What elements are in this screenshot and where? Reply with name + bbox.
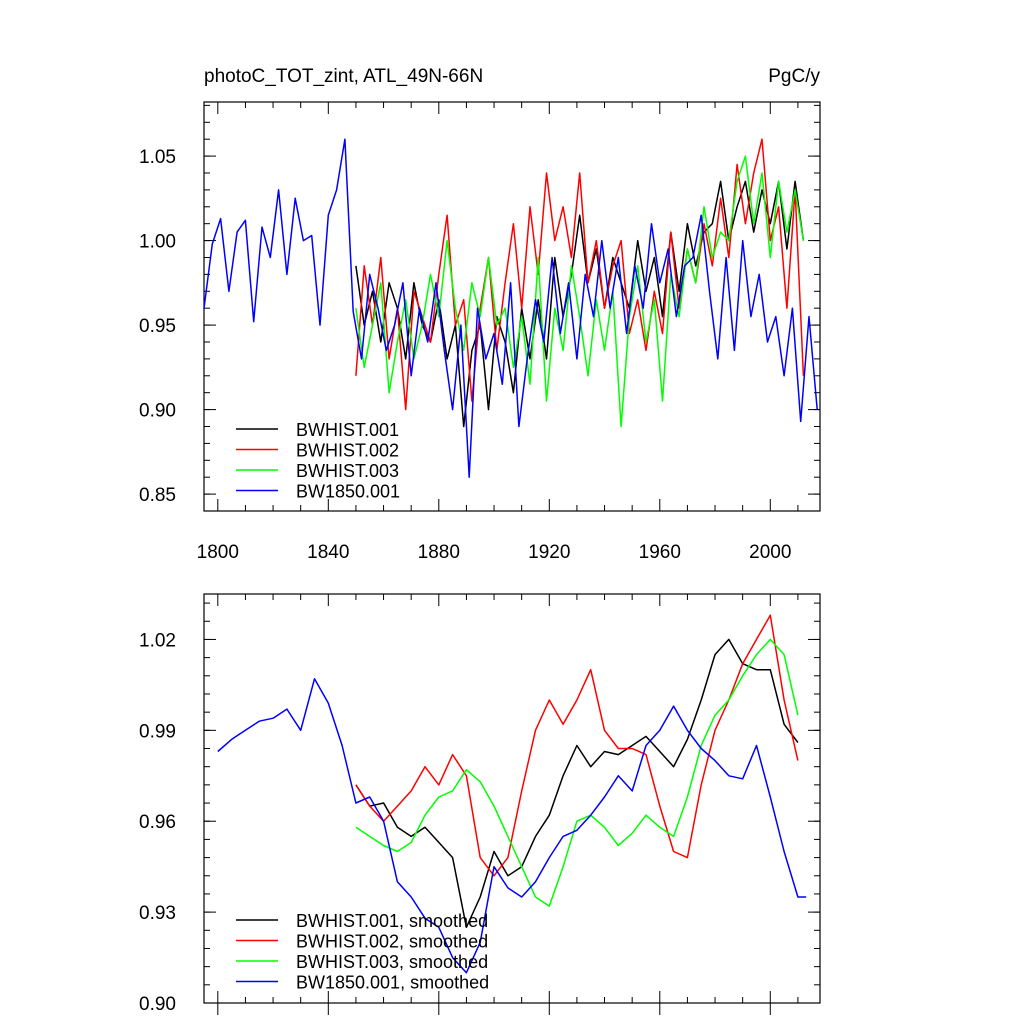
series-line-bwhist-002-smoothed	[355, 614, 799, 877]
y-tick-label: 0.90	[139, 401, 176, 422]
legend-label: BWHIST.002	[296, 441, 399, 461]
x-tick-label: 2000	[749, 542, 791, 563]
x-tick-label: 1920	[528, 542, 570, 563]
y-tick-label: 1.05	[139, 147, 176, 168]
legend-label: BWHIST.003, smoothed	[296, 952, 488, 972]
x-tick-label: 1880	[418, 542, 460, 563]
legend-label: BWHIST.002, smoothed	[296, 932, 488, 952]
y-tick-label: 1.02	[139, 630, 176, 651]
series-line-bwhist-002	[355, 138, 805, 411]
x-tick-label: 1960	[639, 542, 681, 563]
top-panel-units: PgC/y	[768, 66, 820, 87]
y-tick-label: 1.00	[139, 232, 176, 253]
series-line-bw1850-001	[203, 138, 818, 478]
series-line-bwhist-003	[355, 155, 805, 428]
y-tick-label: 0.90	[139, 994, 176, 1015]
y-tick-label: 0.96	[139, 812, 176, 833]
series-line-bwhist-001-smoothed	[355, 638, 799, 929]
legend-label: BWHIST.001, smoothed	[296, 911, 488, 931]
y-tick-label: 0.95	[139, 316, 176, 337]
bottom-panel: 0.90 0.93 0.96 0.99 1.02 BWHIST.001, smoothed…	[139, 593, 821, 1015]
legend-label: BWHIST.003	[296, 461, 399, 481]
top-panel: photoC_TOT_zint, ATL_49N-66N PgC/y 1800 1…	[139, 66, 821, 563]
plot-frame-1	[203, 593, 821, 1004]
series-line-bwhist-003-smoothed	[355, 638, 799, 907]
legend-label: BW1850.001, smoothed	[296, 973, 489, 993]
legend-label: BWHIST.001	[296, 420, 399, 440]
x-tick-label: 1800	[197, 542, 239, 563]
x-tick-label: 1840	[307, 542, 349, 563]
y-tick-label: 0.99	[139, 721, 176, 742]
top-panel-title: photoC_TOT_zint, ATL_49N-66N	[204, 66, 483, 87]
legend-label: BW1850.001	[296, 482, 400, 502]
series-line-bw1850-001-smoothed	[217, 678, 807, 974]
y-tick-label: 0.93	[139, 903, 176, 924]
y-tick-label: 0.85	[139, 485, 176, 506]
